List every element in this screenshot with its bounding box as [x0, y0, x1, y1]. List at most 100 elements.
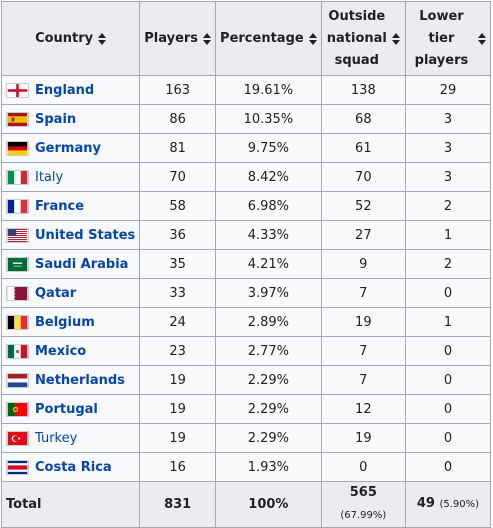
country-link[interactable]: Belgium: [35, 314, 95, 330]
country-cell: Saudi Arabia: [0, 249, 141, 279]
lower-cell: 0: [404, 452, 492, 482]
table-row: Italy 70 8.42% 70 3: [0, 162, 492, 192]
country-link[interactable]: Qatar: [35, 285, 77, 301]
table-row: England 163 19.61% 138 29: [0, 75, 492, 105]
belgium-flag-icon[interactable]: [6, 314, 29, 330]
table-row: Belgium 24 2.89% 19 1: [0, 307, 492, 337]
lower-cell: 0: [404, 423, 492, 453]
country-link[interactable]: Turkey: [35, 430, 78, 446]
total-outside-pct: (67.99%): [340, 510, 387, 521]
percentage-cell: 8.42%: [215, 162, 322, 192]
table-row: United States 36 4.33% 27 1: [0, 220, 492, 250]
outside-cell: 52: [320, 191, 406, 221]
percentage-cell: 1.93%: [215, 452, 322, 482]
lower-cell: 2: [404, 191, 492, 221]
country-link[interactable]: Mexico: [35, 343, 87, 359]
outside-cell: 27: [320, 220, 406, 250]
outside-cell: 12: [320, 394, 406, 424]
total-lower-pct: (5.90%): [439, 499, 480, 510]
country-link[interactable]: Netherlands: [35, 372, 125, 388]
turkey-flag-icon[interactable]: [6, 430, 29, 446]
outside-cell: 68: [320, 104, 406, 134]
players-cell: 23: [139, 336, 217, 366]
players-cell: 19: [139, 365, 217, 395]
portugal-flag-icon[interactable]: [6, 401, 29, 417]
saudi-flag-icon[interactable]: [6, 256, 29, 272]
total-outside-value: 565: [349, 485, 377, 500]
lower-cell: 2: [404, 249, 492, 279]
table-row: Mexico 23 2.77% 7 0: [0, 336, 492, 366]
header-lower-line-1: Lower tier: [419, 8, 464, 46]
total-label: Total: [0, 481, 141, 528]
outside-cell: 9: [320, 249, 406, 279]
country-link[interactable]: Spain: [35, 111, 77, 127]
outside-cell: 138: [320, 75, 406, 105]
percentage-cell: 2.29%: [215, 423, 322, 453]
header-outside-line-3: squad: [334, 52, 379, 68]
header-players[interactable]: Players: [139, 1, 217, 76]
players-cell: 70: [139, 162, 217, 192]
header-lower-label: Lower tier players: [410, 6, 473, 72]
percentage-cell: 2.29%: [215, 394, 322, 424]
country-link[interactable]: Italy: [35, 169, 64, 185]
lower-cell: 0: [404, 336, 492, 366]
players-cell: 35: [139, 249, 217, 279]
lower-cell: 1: [404, 307, 492, 337]
country-cell: England: [0, 75, 141, 105]
france-flag-icon[interactable]: [6, 198, 29, 214]
total-outside: 565 (67.99%): [320, 481, 406, 528]
country-cell: Germany: [0, 133, 141, 163]
sort-icon[interactable]: [98, 32, 107, 45]
qatar-flag-icon[interactable]: [6, 285, 29, 301]
players-cell: 86: [139, 104, 217, 134]
table-row: Spain 86 10.35% 68 3: [0, 104, 492, 134]
outside-cell: 19: [320, 307, 406, 337]
header-outside-line-2: national: [326, 30, 387, 46]
players-cell: 16: [139, 452, 217, 482]
sort-icon[interactable]: [203, 32, 212, 45]
header-outside-squad[interactable]: Outside national squad: [320, 1, 406, 76]
country-cell: Qatar: [0, 278, 141, 308]
country-cell: United States: [0, 220, 141, 250]
table-row: Germany 81 9.75% 61 3: [0, 133, 492, 163]
header-lower-tier[interactable]: Lower tier players: [404, 1, 492, 76]
country-link[interactable]: United States: [35, 227, 136, 243]
spain-flag-icon[interactable]: [6, 111, 29, 127]
usa-flag-icon[interactable]: [6, 227, 29, 243]
lower-cell: 3: [404, 133, 492, 163]
country-link[interactable]: Saudi Arabia: [35, 256, 129, 272]
players-cell: 163: [139, 75, 217, 105]
country-cell: Costa Rica: [0, 452, 141, 482]
country-link[interactable]: Portugal: [35, 401, 98, 417]
percentage-cell: 9.75%: [215, 133, 322, 163]
country-link[interactable]: England: [35, 82, 95, 98]
netherlands-flag-icon[interactable]: [6, 372, 29, 388]
sort-icon[interactable]: [478, 32, 486, 45]
percentage-cell: 4.33%: [215, 220, 322, 250]
country-cell: Spain: [0, 104, 141, 134]
country-link[interactable]: Costa Rica: [35, 459, 112, 475]
country-cell: Mexico: [0, 336, 141, 366]
england-flag-icon[interactable]: [6, 82, 29, 98]
country-link[interactable]: Germany: [35, 140, 101, 156]
outside-cell: 19: [320, 423, 406, 453]
lower-cell: 0: [404, 365, 492, 395]
header-players-label: Players: [144, 30, 199, 46]
table-row: Qatar 33 3.97% 7 0: [0, 278, 492, 308]
mexico-flag-icon[interactable]: [6, 343, 29, 359]
players-cell: 19: [139, 394, 217, 424]
sort-icon[interactable]: [391, 32, 400, 45]
costarica-flag-icon[interactable]: [6, 459, 29, 475]
header-percentage[interactable]: Percentage: [215, 1, 322, 76]
lower-cell: 3: [404, 104, 492, 134]
country-link[interactable]: France: [35, 198, 85, 214]
germany-flag-icon[interactable]: [6, 140, 29, 156]
header-row: Country Players Percentage O: [0, 1, 492, 76]
italy-flag-icon[interactable]: [6, 169, 29, 185]
header-country-label: Country: [35, 30, 94, 46]
sort-icon[interactable]: [308, 32, 317, 45]
header-country[interactable]: Country: [0, 1, 141, 76]
outside-cell: 7: [320, 336, 406, 366]
percentage-cell: 10.35%: [215, 104, 322, 134]
